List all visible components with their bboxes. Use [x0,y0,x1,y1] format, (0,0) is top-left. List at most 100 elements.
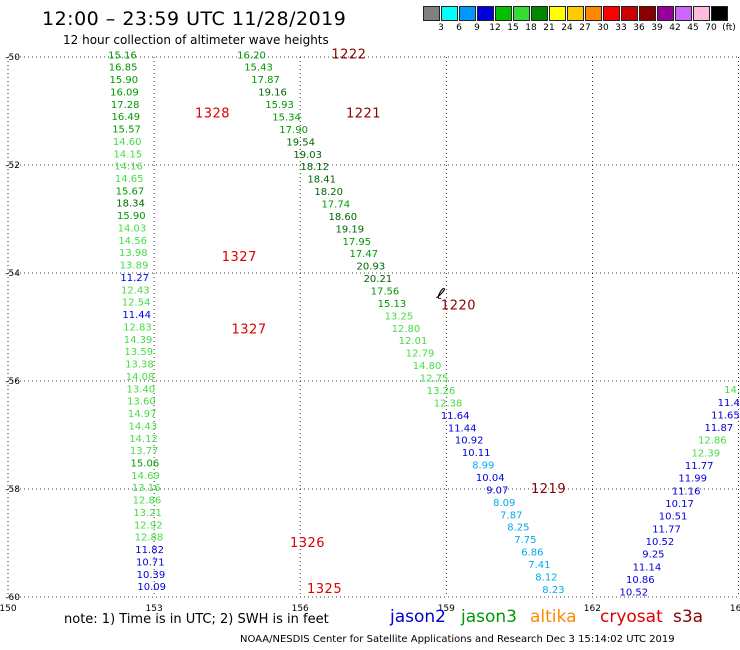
wave-height-value: 15.06 [131,459,160,470]
wave-height-value: 17.95 [343,237,372,248]
wave-height-value: 11.16 [672,486,701,497]
page-title: 12:00 – 23:59 UTC 11/28/2019 [42,8,347,30]
wave-height-value: 11.77 [652,524,681,535]
pass-time-label: 1219 [531,482,566,497]
legend-swatch [531,6,548,21]
legend-swatch [549,6,566,21]
lon-tick-label: 159 [438,604,455,614]
wave-height-value: 18.12 [300,162,329,173]
wave-height-value: 14.60 [113,137,142,148]
wave-height-value: 17.74 [321,199,350,210]
wave-height-value: 12.83 [123,322,152,333]
legend-swatch [675,6,692,21]
wave-height-value: 10.52 [646,537,675,548]
legend-label: 36 [633,23,645,33]
legend-label: 3 [438,23,444,33]
wave-height-value: 14.80 [413,361,442,372]
lat-tick-label: -54 [5,269,20,279]
legend-swatches [423,6,729,21]
wave-height-value: 19.19 [335,224,364,235]
legend-swatch [459,6,476,21]
wave-height-value: 11.44 [122,310,151,321]
pass-time-labels: 1222 1221 1220 1219 1328 1327 1327 1326 1325 [195,47,566,597]
legend-label: 9 [474,23,480,33]
legend-swatch [657,6,674,21]
altimeter-tracks: 15.1616.8515.9016.0917.2816.4915.5714.60… [108,50,740,598]
wave-height-value: 11.77 [685,461,714,472]
wave-height-value: 12.39 [691,448,720,459]
wave-height-value: 17.28 [111,100,140,111]
lon-tick-label: 165 [730,604,740,614]
wave-height-value: 13.98 [119,248,148,259]
wave-height-value: 15.67 [116,186,145,197]
wave-height-value: 12.43 [121,285,150,296]
legend-swatch [567,6,584,21]
wave-height-value: 13.89 [120,261,149,272]
wave-height-value: 17.87 [251,75,280,86]
legend-swatch [603,6,620,21]
legend-label: 39 [651,23,663,33]
page-subtitle: 12 hour collection of altimeter wave hei… [63,33,329,47]
wave-height-value: 11.44 [448,423,477,434]
wave-height-value: 12.92 [134,520,163,531]
wave-height-value: 10.39 [137,570,166,581]
wave-height-value: 6.86 [521,548,543,559]
wave-height-value: 10.09 [137,582,166,593]
wave-height-value: 9.25 [642,550,664,561]
wave-height-value: 13.60 [127,397,156,408]
wave-height-value: 14.10 [724,385,740,396]
wave-height-value: 14.16 [114,162,143,173]
lat-tick-label: -60 [5,593,20,603]
wave-height-value: 19.54 [286,137,315,148]
satellite-label-jason3: jason3 [461,607,517,627]
legend-swatch [441,6,458,21]
wave-height-value: 14.03 [118,223,147,234]
pass-time-label: 1325 [307,582,342,597]
legend-label: 18 [525,23,537,33]
legend-swatch [477,6,494,21]
wave-height-value: 7.87 [500,510,522,521]
wave-height-value: 15.90 [117,211,146,222]
wave-height-value: 11.42 [718,398,740,409]
wave-height-value: 18.41 [307,175,336,186]
wave-height-value: 11.27 [120,273,149,284]
wave-height-value: 8.25 [507,523,529,534]
wave-height-value: 11.87 [705,423,734,434]
wave-height-value: 19.16 [258,88,287,99]
wave-height-value: 11.65 [711,410,740,421]
wave-height-value: 13.40 [126,384,155,395]
wave-height-value: 13.59 [124,347,153,358]
wave-height-value: 10.04 [476,473,505,484]
wave-height-value: 12.01 [399,336,428,347]
pass-time-label: 1327 [232,323,267,338]
legend-label: 15 [507,23,519,33]
wave-height-value: 15.34 [272,112,301,123]
lat-tick-label: -52 [5,161,20,171]
wave-height-value: 8.12 [535,572,557,583]
lon-tick-label: 156 [292,604,309,614]
legend-label: 12 [489,23,501,33]
wave-height-value: 12.88 [135,533,164,544]
satellite-label-cryosat: cryosat [600,607,663,627]
wave-height-value: 16.85 [109,63,138,74]
satellite-label-jason2: jason2 [390,607,446,627]
wave-height-value: 11.64 [441,411,470,422]
wave-height-value: 18.34 [116,199,145,210]
wave-height-value: 15.90 [109,75,138,86]
wave-height-value: 14.97 [128,409,157,420]
wave-height-value: 10.11 [462,448,491,459]
legend-swatch [513,6,530,21]
lon-tick-label: 150 [0,604,17,614]
units-note: note: 1) Time is in UTC; 2) SWH is in fe… [64,612,329,627]
wave-height-value: 11.99 [678,474,707,485]
lat-tick-label: -50 [5,53,20,63]
wave-height-value: 20.21 [364,274,393,285]
wave-height-value: 13.21 [133,508,162,519]
satellite-label-s3a: s3a [673,607,704,627]
wave-height-value: 17.90 [279,125,308,136]
wave-height-value: 12.86 [133,496,162,507]
wave-height-value: 8.99 [472,461,494,472]
legend-label: 30 [597,23,609,33]
wave-height-value: 14.65 [115,174,144,185]
